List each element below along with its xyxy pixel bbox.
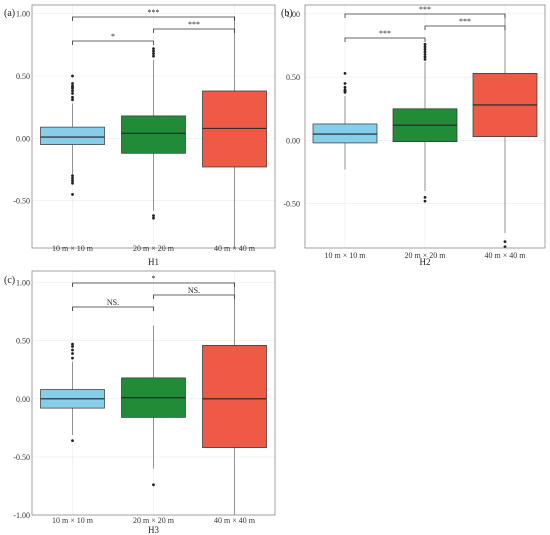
outlier-point — [423, 42, 427, 46]
outlier-point — [423, 50, 427, 54]
outlier-point — [71, 179, 74, 183]
outlier-point — [71, 95, 74, 99]
significance-label: *** — [419, 5, 431, 14]
chart-panel-2 — [304, 4, 546, 249]
significance-label: *** — [459, 17, 471, 26]
outlier-point — [152, 483, 155, 487]
plot-frame — [31, 270, 276, 516]
x-tick-label: 40 m × 40 m — [214, 244, 256, 253]
significance-label: * — [111, 32, 115, 41]
x-tick-label: 20 m × 20 m — [405, 251, 447, 260]
significance-bracket — [72, 40, 154, 45]
y-tick-label: -0.50 — [13, 197, 30, 206]
y-tick-label: 0.50 — [286, 73, 300, 82]
outlier-point — [503, 240, 507, 244]
x-axis-label: H2 — [420, 257, 431, 267]
significance-label: *** — [188, 20, 200, 29]
significance-label: NS. — [107, 298, 119, 307]
significance-bracket — [344, 37, 426, 42]
outlier-point — [152, 52, 155, 55]
x-axis-label: H3 — [148, 525, 159, 535]
significance-bracket — [72, 16, 235, 21]
box-2 — [121, 115, 186, 154]
outlier-point — [343, 71, 347, 75]
x-tick-label: 20 m × 20 m — [133, 516, 175, 525]
y-tick-label: 0.50 — [16, 72, 30, 81]
significance-bracket — [424, 25, 506, 30]
chart-panel-1 — [31, 4, 276, 249]
outlier-point — [152, 49, 155, 53]
outlier-point — [71, 345, 74, 348]
outlier-point — [423, 55, 427, 59]
x-tick-label: 10 m × 10 m — [52, 244, 94, 253]
y-tick-label: 0.00 — [286, 136, 300, 145]
y-tick-label: 1.00 — [286, 10, 300, 19]
significance-label: *** — [148, 8, 160, 17]
outlier-point — [71, 92, 74, 95]
significance-bracket — [72, 282, 235, 287]
significance-label: * — [152, 274, 156, 283]
significance-label: *** — [379, 29, 391, 38]
y-tick-label: 0.50 — [16, 337, 30, 346]
outlier-point — [71, 348, 74, 352]
significance-label: NS. — [188, 286, 200, 295]
outlier-point — [71, 352, 74, 355]
panel-label: (c) — [4, 275, 15, 286]
outlier-point — [71, 89, 74, 93]
outlier-point — [71, 342, 74, 346]
y-tick-label: 0.00 — [16, 134, 30, 143]
y-tick-label: 0.00 — [16, 395, 30, 404]
y-tick-label: -0.50 — [13, 453, 30, 462]
significance-bracket — [153, 28, 235, 33]
outlier-point — [423, 195, 427, 199]
x-tick-label: 40 m × 40 m — [214, 516, 256, 525]
x-tick-label: 40 m × 40 m — [485, 251, 527, 260]
box-1 — [312, 123, 378, 144]
outlier-point — [71, 74, 74, 78]
x-tick-label: 10 m × 10 m — [325, 251, 367, 260]
x-tick-label: 20 m × 20 m — [133, 244, 175, 253]
significance-bracket — [72, 306, 154, 311]
outlier-point — [71, 439, 74, 443]
box-3 — [202, 345, 267, 448]
outlier-point — [423, 45, 427, 49]
box-1 — [40, 126, 105, 145]
box-3 — [202, 90, 267, 168]
panel-label: (a) — [4, 8, 15, 19]
outlier-point — [71, 356, 74, 360]
outlier-point — [71, 181, 74, 185]
chart-panel-3 — [31, 270, 276, 516]
outlier-point — [152, 47, 155, 51]
y-tick-label: -1.00 — [13, 511, 30, 520]
outlier-point — [71, 193, 74, 196]
plot-frame — [31, 4, 276, 249]
panel-label: (b) — [281, 8, 293, 19]
outlier-point — [71, 82, 74, 85]
x-axis-label: H1 — [148, 257, 159, 267]
outlier-point — [71, 174, 74, 178]
outlier-point — [71, 87, 74, 90]
outlier-point — [71, 176, 74, 180]
outlier-point — [423, 52, 427, 56]
significance-bracket — [153, 294, 235, 299]
outlier-point — [503, 245, 507, 249]
plot-frame — [304, 4, 546, 249]
outlier-point — [152, 216, 155, 220]
outlier-point — [343, 85, 347, 89]
x-tick-label: 10 m × 10 m — [52, 516, 94, 525]
outlier-point — [423, 199, 427, 203]
y-tick-label: -0.50 — [283, 200, 300, 209]
outlier-point — [152, 54, 155, 58]
outlier-point — [71, 98, 74, 102]
outlier-point — [343, 90, 347, 94]
outlier-point — [152, 214, 155, 218]
y-tick-label: 1.00 — [16, 279, 30, 288]
y-tick-label: 1.00 — [16, 10, 30, 19]
significance-bracket — [344, 13, 506, 18]
outlier-point — [343, 82, 347, 85]
outlier-point — [423, 47, 427, 51]
outlier-point — [423, 58, 427, 61]
